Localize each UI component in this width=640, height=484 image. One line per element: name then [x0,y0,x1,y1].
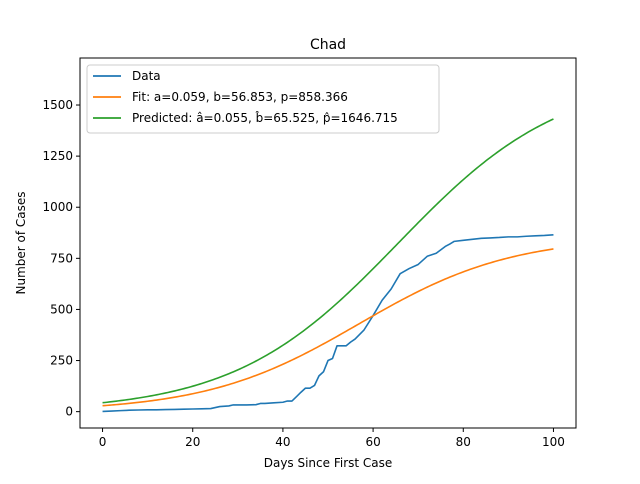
legend-label-1: Fit: a=0.059, b=56.853, p=858.366 [132,90,348,104]
series-line-2 [102,118,554,404]
legend-label-0: Data [132,69,161,83]
plot-frame [79,57,577,429]
x-tick-label: 100 [542,435,565,449]
y-tick-label: 1000 [42,200,73,214]
x-tick-label: 40 [275,435,290,449]
legend: Data Fit: a=0.059, b=56.853, p=858.366 Pre… [86,64,440,134]
legend-label-2: Predicted: â=0.055, b̂=65.525, p̂=1646.7… [132,111,398,125]
series-line-0 [102,234,554,413]
x-tick-label: 60 [365,435,380,449]
y-tick-label: 0 [65,405,73,419]
x-axis: 0 20 40 60 80 100 [99,428,565,449]
y-tick-label: 500 [50,302,73,316]
y-tick-label: 250 [50,354,73,368]
y-tick-label: 750 [50,251,73,265]
x-tick-label: 20 [185,435,200,449]
x-tick-label: 0 [99,435,107,449]
x-axis-label: Days Since First Case [264,456,393,470]
legend-box [86,64,440,134]
y-axis-label: Number of Cases [14,191,28,294]
chart-title: Chad [310,37,346,53]
series-line-1 [102,248,554,407]
series-layer [102,118,554,413]
y-tick-label: 1500 [42,98,73,112]
y-tick-label: 1250 [42,149,73,163]
x-tick-label: 80 [456,435,471,449]
y-axis: 0 250 500 750 1000 1250 1500 [42,98,80,419]
